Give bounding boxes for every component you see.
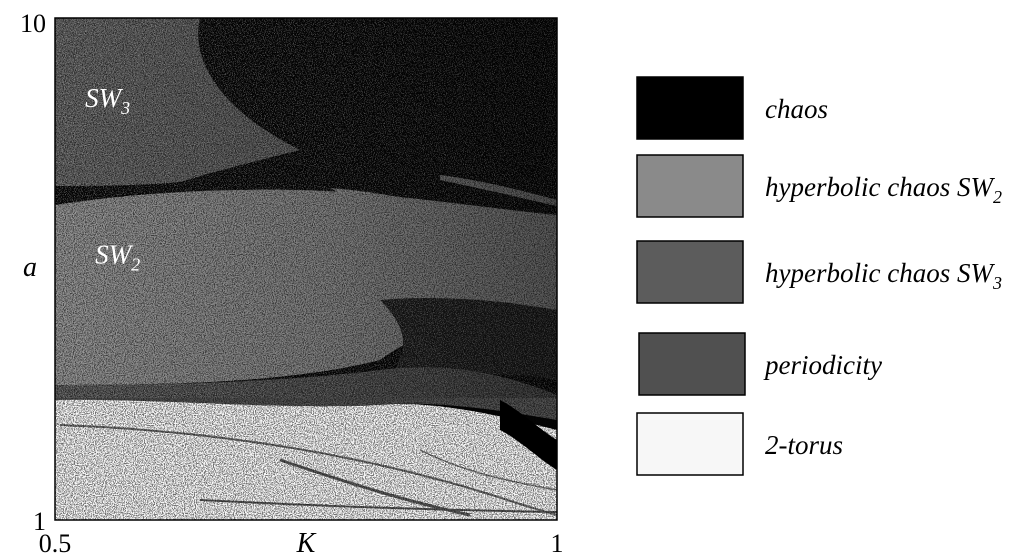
- legend: chaos hyperbolic chaos SW2 hyperbolic chao…: [636, 76, 1002, 476]
- y-tick-top: 10: [20, 9, 46, 38]
- legend-swatch: [638, 332, 746, 396]
- legend-swatch: [636, 154, 744, 218]
- x-axis-label: K: [296, 528, 317, 558]
- fade-overlay: [55, 18, 557, 398]
- legend-swatch: [636, 412, 744, 476]
- region-label-sw3: SW3: [85, 83, 130, 118]
- y-axis-label: a: [23, 252, 37, 283]
- plot-area: [55, 18, 557, 520]
- x-tick-left: 0.5: [39, 529, 72, 558]
- plot-frame: [54, 17, 558, 521]
- legend-label: periodicity: [763, 350, 882, 380]
- legend-label: hyperbolic chaos SW2: [765, 172, 1002, 207]
- legend-item: chaos: [636, 76, 828, 140]
- legend-label: 2-torus: [765, 430, 843, 460]
- legend-item: 2-torus: [636, 412, 843, 476]
- region-label-sw2: SW2: [95, 239, 140, 274]
- x-tick-right: 1: [551, 529, 564, 558]
- y-tick-bottom: 1: [33, 507, 46, 536]
- legend-swatch: [636, 240, 744, 304]
- legend-item: periodicity: [638, 332, 882, 396]
- legend-item: hyperbolic chaos SW3: [636, 240, 1002, 304]
- legend-label: hyperbolic chaos SW3: [765, 258, 1002, 293]
- legend-swatch: [636, 76, 744, 140]
- legend-label: chaos: [765, 94, 828, 124]
- legend-item: hyperbolic chaos SW2: [636, 154, 1002, 218]
